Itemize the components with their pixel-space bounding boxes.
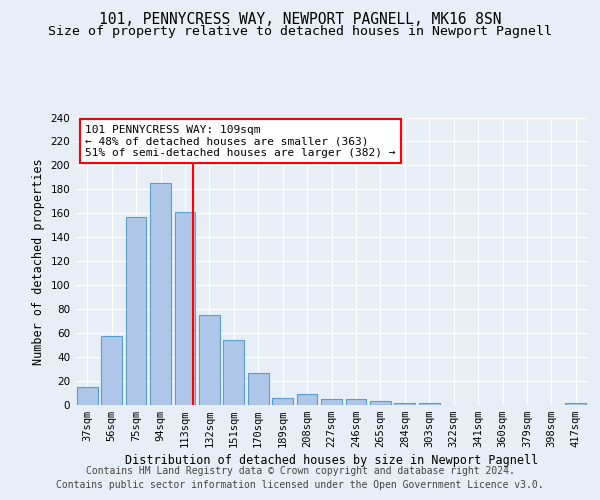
Text: Contains public sector information licensed under the Open Government Licence v3: Contains public sector information licen…: [56, 480, 544, 490]
Bar: [321, 399, 342, 405]
Text: Size of property relative to detached houses in Newport Pagnell: Size of property relative to detached ho…: [48, 25, 552, 38]
Bar: [223, 340, 244, 405]
Text: 101 PENNYCRESS WAY: 109sqm
← 48% of detached houses are smaller (363)
51% of sem: 101 PENNYCRESS WAY: 109sqm ← 48% of deta…: [85, 124, 396, 158]
Bar: [296, 394, 317, 405]
Text: 101, PENNYCRESS WAY, NEWPORT PAGNELL, MK16 8SN: 101, PENNYCRESS WAY, NEWPORT PAGNELL, MK…: [99, 12, 501, 28]
Bar: [565, 402, 586, 405]
Y-axis label: Number of detached properties: Number of detached properties: [32, 158, 45, 364]
Bar: [77, 387, 98, 405]
Bar: [419, 402, 440, 405]
Bar: [150, 184, 171, 405]
Bar: [175, 212, 196, 405]
Bar: [125, 217, 146, 405]
Bar: [346, 399, 367, 405]
Bar: [101, 336, 122, 405]
Bar: [199, 315, 220, 405]
Bar: [272, 398, 293, 405]
Bar: [394, 402, 415, 405]
Text: Contains HM Land Registry data © Crown copyright and database right 2024.: Contains HM Land Registry data © Crown c…: [86, 466, 514, 476]
Bar: [248, 372, 269, 405]
X-axis label: Distribution of detached houses by size in Newport Pagnell: Distribution of detached houses by size …: [125, 454, 538, 468]
Bar: [370, 402, 391, 405]
